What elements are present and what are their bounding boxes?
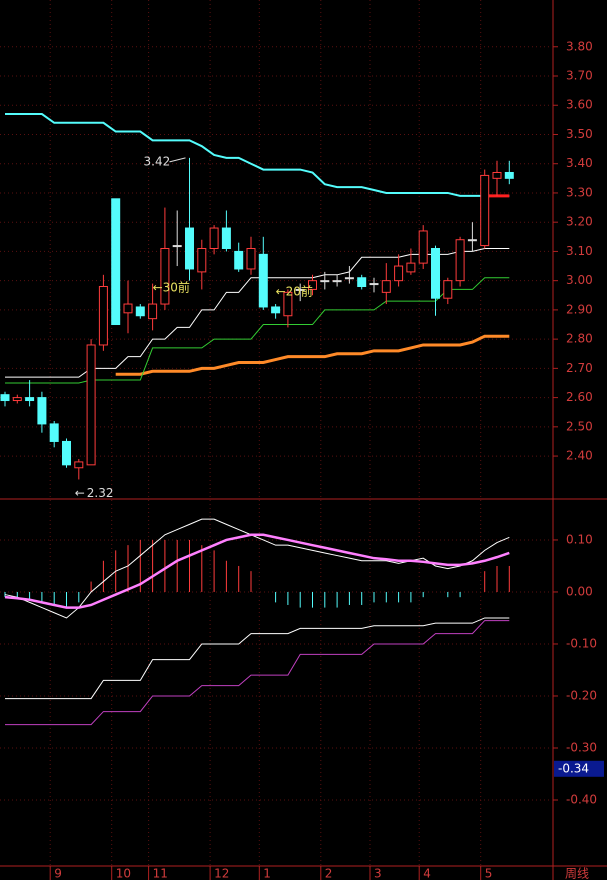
candle-body [431, 248, 440, 299]
indicator-line [4, 533, 510, 609]
candle-body [62, 440, 71, 466]
candle-body [25, 397, 35, 402]
candle-body [246, 248, 256, 270]
candle-body [148, 303, 158, 320]
high-label: 3.42 [144, 154, 171, 168]
candle-body [185, 227, 194, 270]
candle-body [123, 303, 133, 314]
x-tick-label: 1 [263, 867, 271, 880]
y-tick-label: 3.00 [566, 273, 593, 287]
note-label: ←30前 [153, 280, 190, 295]
candle-body [135, 306, 145, 317]
indicator-line [5, 620, 510, 726]
candle-body [504, 171, 514, 179]
candle-body [111, 198, 121, 326]
y-tick-label: 2.90 [566, 302, 593, 316]
candle-body [357, 277, 367, 288]
candle-body [209, 227, 219, 249]
indicator-line [5, 113, 510, 197]
candle-body [197, 248, 207, 273]
current-value-label: -0.34 [558, 761, 589, 775]
candle-body [308, 280, 317, 290]
y-tick-label: 0.10 [566, 532, 593, 546]
y-tick-label: -0.40 [566, 792, 597, 806]
candle-body [283, 291, 293, 317]
x-tick-label: 4 [423, 867, 431, 880]
x-tick-label: 10 [116, 867, 131, 880]
y-tick-label: 2.50 [566, 419, 593, 433]
candle-body [12, 397, 22, 402]
low-arrow: ← [75, 486, 85, 500]
y-tick-label: 3.30 [566, 185, 593, 199]
candle-body [160, 248, 170, 305]
y-tick-label: 2.80 [566, 332, 593, 346]
x-tick-label: 3 [374, 867, 382, 880]
candle-body [221, 227, 231, 249]
y-tick-label: -0.30 [566, 740, 597, 754]
y-tick-label: 3.80 [566, 39, 593, 53]
candle-body [271, 306, 281, 314]
period-label: 周线 [565, 867, 589, 880]
candle-body [234, 250, 244, 270]
y-tick-label: 3.40 [566, 156, 593, 170]
y-tick-label: -0.20 [566, 688, 597, 702]
low-label: 2.32 [87, 486, 114, 500]
candle-body [381, 280, 391, 293]
high-arrow [169, 157, 186, 163]
x-tick-label: 12 [214, 867, 229, 880]
x-tick-label: 9 [54, 867, 62, 880]
candle-body [443, 280, 453, 299]
indicator-line [4, 518, 510, 619]
candle-body [0, 394, 10, 402]
y-tick-label: 3.20 [566, 215, 593, 229]
candle-body [37, 397, 47, 425]
y-tick-label: 3.70 [566, 69, 593, 83]
candle-body [49, 423, 59, 442]
candle-body [320, 280, 330, 283]
x-tick-label: 5 [485, 867, 493, 880]
x-tick-label: 2 [325, 867, 333, 880]
y-tick-label: 2.40 [566, 449, 593, 463]
candle-body [369, 283, 379, 286]
x-tick-label: 11 [153, 867, 168, 880]
candle-body [467, 239, 477, 242]
candle-body [492, 171, 502, 179]
candle-body [480, 174, 490, 247]
candle-body [172, 245, 182, 248]
candle-body [295, 288, 305, 291]
candle-body [74, 461, 84, 469]
candle-body [332, 280, 342, 283]
y-tick-label: 2.70 [566, 361, 593, 375]
candle-body [406, 262, 416, 273]
candle-body [258, 253, 268, 308]
y-tick-label: 2.60 [566, 390, 593, 404]
y-tick-label: 0.00 [566, 584, 593, 598]
indicator-line [5, 617, 510, 700]
candle-body [344, 277, 354, 280]
note-label: ←20前 [276, 284, 313, 299]
candle-body [394, 265, 404, 282]
candle-body [98, 286, 108, 346]
y-tick-label: -0.10 [566, 636, 597, 650]
current-value-box [554, 760, 604, 777]
candle-body [455, 239, 465, 282]
y-tick-label: 3.60 [566, 98, 593, 112]
candle-body [86, 344, 96, 466]
indicator-line [115, 334, 510, 376]
y-tick-label: 3.50 [566, 127, 593, 141]
y-tick-label: 3.10 [566, 244, 593, 258]
candle-body [418, 230, 428, 264]
